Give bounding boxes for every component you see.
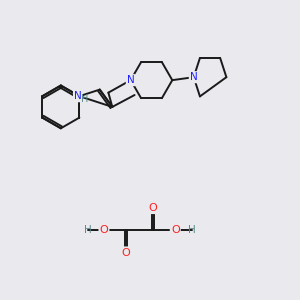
Text: O: O [171,225,180,235]
Text: N: N [74,91,82,101]
Text: O: O [122,248,130,257]
Text: H: H [188,225,196,235]
Text: N: N [190,72,198,82]
Text: N: N [127,75,135,85]
Text: H: H [81,94,88,104]
Text: O: O [148,203,157,213]
Text: H: H [84,225,92,235]
Text: O: O [100,225,108,235]
